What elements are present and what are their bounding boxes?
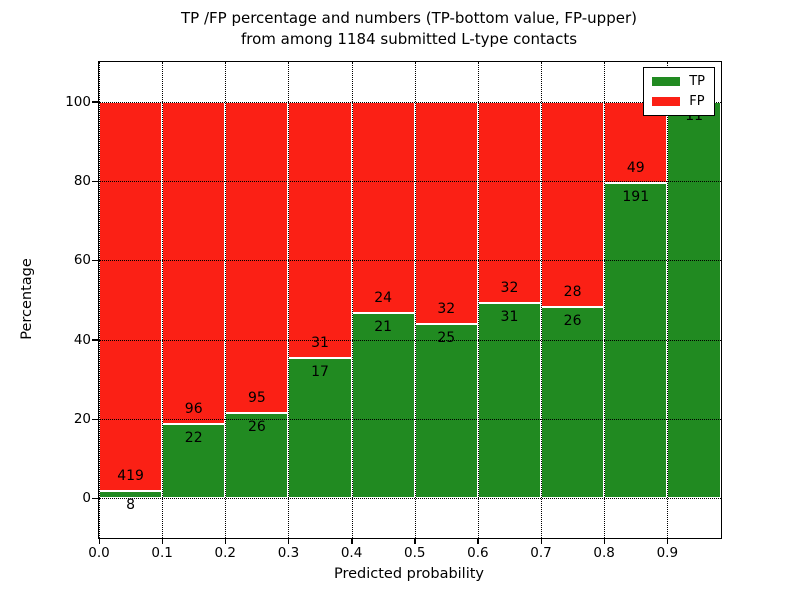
y-tick-mark-40 [92, 339, 98, 341]
legend-label-fp: FP [689, 94, 705, 109]
bar-segment-fp-5 [414, 101, 478, 325]
tp-count-label-4: 21 [374, 319, 393, 336]
h-gridline-40 [99, 339, 721, 341]
bar-segment-fp-0 [99, 101, 163, 491]
tp-count-label-3: 17 [311, 363, 329, 380]
v-gridline-0.9 [667, 62, 669, 538]
bar-segment-fp-7 [541, 101, 605, 308]
tp-count-label-1: 22 [184, 430, 203, 447]
y-tick-label-0: 0 [82, 490, 91, 507]
fp-count-label-4: 24 [374, 290, 393, 307]
y-tick-mark-20 [92, 418, 98, 420]
y-tick-label-80: 80 [73, 173, 91, 189]
bar-segment-fp-1 [162, 101, 226, 425]
bar-segment-fp-2 [225, 101, 289, 414]
x-tick-mark-0.9 [666, 538, 669, 544]
bar-segment-tp-4 [351, 313, 415, 499]
fp-count-label-6: 32 [500, 280, 519, 297]
legend-swatch-fp [652, 97, 681, 106]
bar-segment-tp-6 [477, 303, 542, 499]
y-tick-mark-80 [92, 180, 98, 182]
chart-title: TP /FP percentage and numbers (TP-bottom… [98, 8, 720, 50]
y-tick-mark-100 [92, 101, 98, 103]
v-gridline-0.1 [162, 62, 164, 538]
chart-title-line2: from among 1184 submitted L-type contact… [240, 30, 578, 48]
bar-segment-fp-6 [477, 101, 542, 304]
fp-count-label-7: 28 [563, 284, 582, 301]
h-gridline-60 [99, 260, 721, 262]
bar-segment-fp-3 [288, 101, 352, 358]
x-tick-mark-0.5 [414, 538, 416, 544]
tp-count-label-7: 26 [563, 313, 582, 330]
y-tick-label-20: 20 [73, 411, 91, 427]
v-gridline-0.5 [414, 62, 416, 538]
y-tick-mark-0 [92, 497, 98, 500]
x-tick-mark-0.4 [351, 538, 353, 544]
bar-segment-tp-9 [667, 101, 721, 499]
fp-count-label-5: 32 [437, 301, 456, 318]
y-axis-label: Percentage [19, 258, 35, 340]
y-tick-label-60: 60 [73, 252, 91, 269]
x-tick-mark-0.7 [540, 538, 543, 544]
bar-segment-tp-7 [541, 307, 605, 499]
x-tick-label-0.3: 0.3 [277, 545, 300, 561]
h-gridline-0 [99, 498, 721, 500]
legend-entry-tp: TP [652, 75, 705, 88]
h-gridline-100 [99, 101, 721, 103]
h-gridline-80 [99, 181, 721, 182]
fp-count-label-1: 96 [184, 401, 203, 418]
y-tick-label-100: 100 [65, 93, 91, 110]
v-gridline-0.3 [288, 62, 290, 538]
x-tick-mark-0.8 [603, 538, 606, 544]
v-gridline-0.8 [604, 62, 606, 538]
x-tick-mark-0.1 [161, 538, 164, 544]
v-gridline-0.0 [99, 62, 100, 538]
fp-count-label-3: 31 [311, 334, 329, 351]
x-tick-label-0.9: 0.9 [656, 545, 679, 561]
x-axis-label: Predicted probability [333, 566, 485, 582]
legend-label-tp: TP [689, 74, 705, 89]
v-gridline-0.2 [225, 62, 227, 538]
x-tick-label-0.8: 0.8 [593, 545, 615, 561]
tp-count-label-5: 25 [437, 330, 456, 347]
legend: TP FP [643, 67, 715, 116]
x-tick-mark-0.2 [224, 538, 227, 544]
h-gridline-20 [99, 419, 721, 420]
tp-count-label-6: 31 [500, 309, 519, 326]
x-tick-label-0.0: 0.0 [88, 545, 110, 561]
bar-segment-fp-4 [351, 101, 415, 314]
legend-swatch-tp [652, 77, 681, 86]
v-gridline-0.7 [541, 62, 543, 538]
x-tick-label-0.7: 0.7 [530, 545, 552, 561]
plot-area: 4198962295263117242132253231282649191011… [65, 61, 722, 561]
bar-segment-tp-5 [414, 324, 478, 499]
x-tick-label-0.5: 0.5 [403, 545, 426, 561]
tp-count-label-0: 8 [126, 496, 136, 513]
v-gridline-0.4 [351, 62, 353, 538]
fp-count-label-8: 49 [626, 159, 645, 176]
v-gridline-0.6 [477, 62, 479, 538]
bar-segment-tp-3 [288, 357, 352, 499]
x-tick-mark-0.3 [287, 538, 290, 544]
tp-count-label-8: 191 [622, 188, 650, 205]
fp-count-label-2: 95 [247, 390, 266, 407]
x-tick-label-0.1: 0.1 [151, 545, 173, 561]
x-tick-mark-0.0 [98, 538, 100, 544]
y-tick-label-40: 40 [73, 331, 91, 348]
x-tick-label-0.4: 0.4 [340, 545, 363, 561]
bar-segment-tp-1 [162, 424, 226, 499]
x-tick-mark-0.6 [477, 538, 479, 544]
fp-count-label-0: 419 [117, 467, 144, 484]
tp-count-label-2: 26 [247, 419, 266, 436]
legend-entry-fp: FP [652, 95, 705, 108]
x-tick-label-0.6: 0.6 [467, 545, 489, 561]
y-tick-mark-60 [92, 259, 98, 262]
chart-title-line1: TP /FP percentage and numbers (TP-bottom… [181, 9, 637, 27]
x-tick-label-0.2: 0.2 [214, 545, 237, 561]
